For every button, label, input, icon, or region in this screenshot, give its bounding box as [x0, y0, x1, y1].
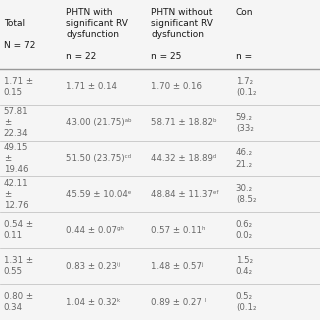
Text: 48.84 ± 11.37ᵉᶠ: 48.84 ± 11.37ᵉᶠ — [151, 190, 219, 199]
Text: 57.81
±
22.34: 57.81 ± 22.34 — [4, 107, 28, 138]
Text: 1.71 ± 0.14: 1.71 ± 0.14 — [66, 82, 117, 91]
Text: 59.₂
(33₂: 59.₂ (33₂ — [236, 113, 254, 133]
Text: PHTN without
significant RV
dysfunction

n = 25: PHTN without significant RV dysfunction … — [151, 8, 213, 61]
Text: Con



n =: Con n = — [236, 8, 253, 61]
Text: 0.83 ± 0.23ⁱʲ: 0.83 ± 0.23ⁱʲ — [66, 262, 120, 271]
Text: 1.48 ± 0.57ʲ: 1.48 ± 0.57ʲ — [151, 262, 204, 271]
Text: 49.15
±
19.46: 49.15 ± 19.46 — [4, 143, 28, 174]
Text: 45.59 ± 10.04ᵉ: 45.59 ± 10.04ᵉ — [66, 190, 132, 199]
Text: Total

N = 72: Total N = 72 — [4, 19, 35, 50]
Text: 58.71 ± 18.82ᵇ: 58.71 ± 18.82ᵇ — [151, 118, 217, 127]
Text: 43.00 (21.75)ᵃᵇ: 43.00 (21.75)ᵃᵇ — [66, 118, 132, 127]
Text: 1.04 ± 0.32ᵏ: 1.04 ± 0.32ᵏ — [66, 298, 121, 307]
Text: 1.70 ± 0.16: 1.70 ± 0.16 — [151, 82, 202, 91]
Text: 1.31 ±
0.55: 1.31 ± 0.55 — [4, 256, 33, 276]
Text: 0.80 ±
0.34: 0.80 ± 0.34 — [4, 292, 33, 312]
Text: 0.57 ± 0.11ʰ: 0.57 ± 0.11ʰ — [151, 226, 205, 235]
Text: 0.44 ± 0.07ᵍʰ: 0.44 ± 0.07ᵍʰ — [66, 226, 124, 235]
Text: 1.7₂
(0.1₂: 1.7₂ (0.1₂ — [236, 77, 256, 97]
Text: 46.₂
21.₂: 46.₂ 21.₂ — [236, 148, 253, 169]
Text: 0.89 ± 0.27 ˡ: 0.89 ± 0.27 ˡ — [151, 298, 206, 307]
Text: 44.32 ± 18.89ᵈ: 44.32 ± 18.89ᵈ — [151, 154, 216, 163]
Text: 51.50 (23.75)ᶜᵈ: 51.50 (23.75)ᶜᵈ — [66, 154, 132, 163]
Text: PHTN with
significant RV
dysfunction

n = 22: PHTN with significant RV dysfunction n =… — [66, 8, 128, 61]
Text: 30.₂
(8.5₂: 30.₂ (8.5₂ — [236, 184, 256, 204]
Text: 0.54 ±
0.11: 0.54 ± 0.11 — [4, 220, 33, 240]
Text: 1.5₂
0.4₂: 1.5₂ 0.4₂ — [236, 256, 253, 276]
Text: 1.71 ±
0.15: 1.71 ± 0.15 — [4, 77, 33, 97]
Text: 42.11
±
12.76: 42.11 ± 12.76 — [4, 179, 28, 210]
Text: 0.6₂
0.0₂: 0.6₂ 0.0₂ — [236, 220, 253, 240]
Text: 0.5₂
(0.1₂: 0.5₂ (0.1₂ — [236, 292, 256, 312]
